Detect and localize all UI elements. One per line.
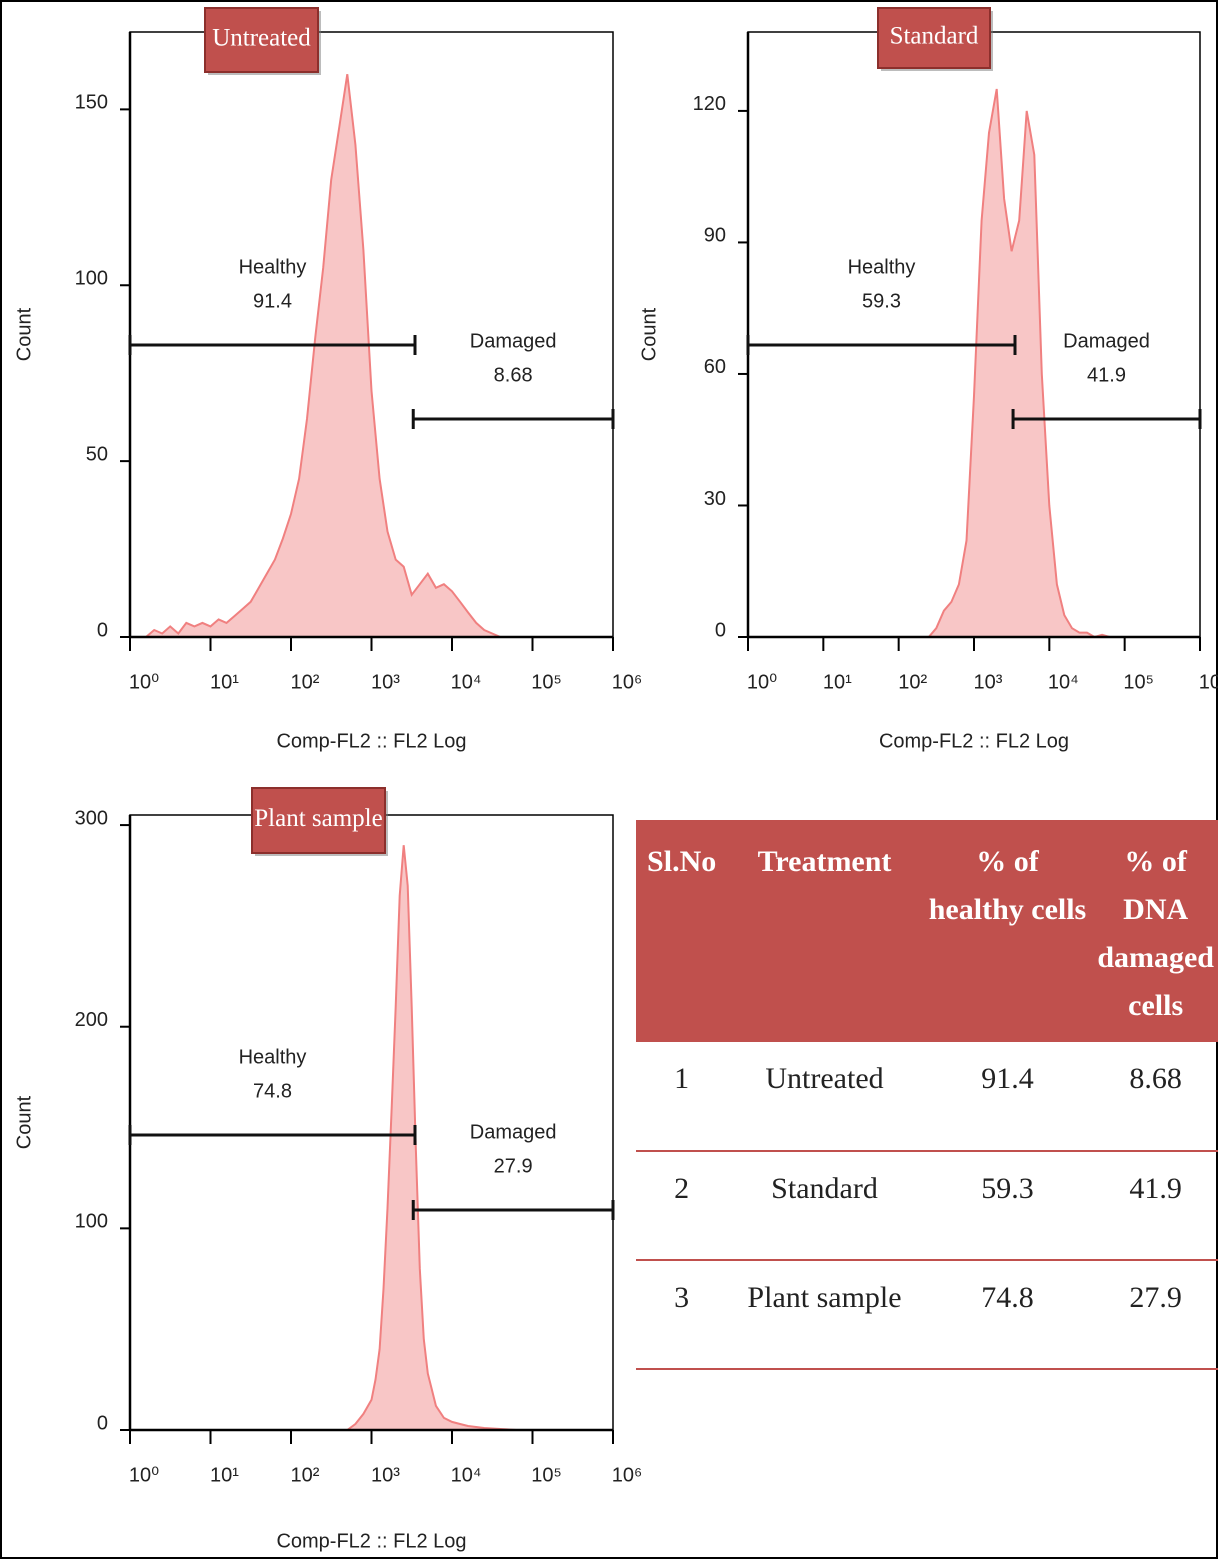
x-axis-label: Comp-FL2 :: FL2 Log [879,730,1069,752]
x-tick-label: 10⁴ [1048,671,1079,693]
gate-name: Healthy [239,1046,307,1068]
gate-value: 91.4 [253,290,292,312]
gate-value: 74.8 [253,1080,292,1102]
header-cell: Sl.No [636,820,728,1042]
x-tick-label: 10⁶ [612,671,642,693]
x-tick-label: 10⁶ [1199,671,1218,693]
table-cell: 3 [636,1260,728,1370]
histogram-fill [146,74,501,637]
gate-value: 41.9 [1087,364,1126,386]
gate-name: Healthy [848,256,916,278]
gate-value: 27.9 [494,1155,533,1177]
table-header: Sl.No Treatment% of healthy cells% of DNA… [636,820,1218,1042]
histogram-line [346,845,517,1431]
table-body: 1 Untreated 91.4 8.68 2 Standard 59.3 41.9 3 Plan… [636,1042,1218,1370]
gate-name: Damaged [470,1121,557,1143]
x-axis-label: Comp-FL2 :: FL2 Log [276,1530,466,1552]
header-cell: Treatment [727,820,922,1042]
x-tick-label: 10³ [371,1464,400,1486]
table-cell: 59.3 [921,1151,1094,1261]
y-tick-label: 30 [704,488,726,510]
histogram-line [928,88,1110,639]
chart-title: Untreated [212,25,311,52]
x-tick-label: 10¹ [210,671,239,693]
y-tick-label: 200 [75,1009,108,1031]
table-cell: Untreated [727,1042,922,1152]
x-tick-label: 10⁰ [747,671,777,693]
plot-area [129,814,614,1431]
x-tick-label: 10³ [371,671,400,693]
title-box [251,787,386,854]
header-cell: % of DNA damaged cells [1093,820,1218,1042]
x-tick-label: 10⁵ [531,1464,562,1486]
chart-title: Standard [890,23,979,50]
x-tick-label: 10⁴ [451,1464,482,1486]
histogram-fill [928,89,1110,637]
table-cell: 2 [636,1151,728,1261]
gate-value: 8.68 [494,364,533,386]
x-tick-label: 10⁰ [129,671,159,693]
x-tick-label: 10² [291,1464,320,1486]
plot-area [747,31,1201,638]
gate-name: Healthy [239,256,307,278]
y-tick-label: 300 [75,807,108,829]
table-cell: 27.9 [1093,1260,1218,1370]
x-tick-label: 10² [291,671,320,693]
table-cell: 8.68 [1093,1042,1218,1152]
x-tick-label: 10⁵ [1123,671,1154,693]
title-box [877,7,991,69]
histogram-line [145,74,501,638]
y-tick-label: 100 [75,268,108,290]
table-cell: 41.9 [1093,1151,1218,1261]
y-tick-label: 0 [97,1412,108,1434]
summary-table: Sl.No Treatment% of healthy cells% of DNA… [636,820,1218,1370]
x-tick-label: 10⁰ [129,1464,159,1486]
x-tick-label: 10³ [974,671,1003,693]
y-tick-label: 0 [97,619,108,641]
x-tick-label: 10⁴ [451,671,482,693]
table-cell: 91.4 [921,1042,1094,1152]
y-axis-label: Count [13,1095,35,1149]
x-tick-label: 10⁵ [531,671,562,693]
histogram-fill [347,845,517,1430]
y-tick-label: 120 [693,93,726,115]
x-tick-label: 10¹ [823,671,852,693]
table-row: 2 Standard 59.3 41.9 [636,1151,1218,1261]
plot-area [129,31,614,638]
table-cell: 74.8 [921,1260,1094,1370]
table-cell: Standard [727,1151,922,1261]
x-tick-label: 10² [898,671,927,693]
gate-name: Damaged [470,330,557,352]
table-cell: 1 [636,1042,728,1152]
table-row: 1 Untreated 91.4 8.68 [636,1042,1218,1152]
y-tick-label: 90 [704,225,726,247]
title-box [204,7,319,73]
table-row: 3 Plant sample 74.8 27.9 [636,1260,1218,1370]
y-axis-label: Count [638,307,660,361]
gate-value: 59.3 [862,290,901,312]
header-cell: % of healthy cells [921,820,1094,1042]
y-tick-label: 0 [715,619,726,641]
y-tick-label: 50 [86,443,108,465]
x-tick-label: 10¹ [210,1464,239,1486]
y-tick-label: 60 [704,356,726,378]
x-axis-label: Comp-FL2 :: FL2 Log [276,730,466,752]
y-tick-label: 100 [75,1211,108,1233]
table-cell: Plant sample [727,1260,922,1370]
y-tick-label: 150 [75,92,108,114]
chart-title: Plant sample [254,805,382,832]
x-tick-label: 10⁶ [612,1464,642,1486]
y-axis-label: Count [13,307,35,361]
gate-name: Damaged [1063,330,1150,352]
